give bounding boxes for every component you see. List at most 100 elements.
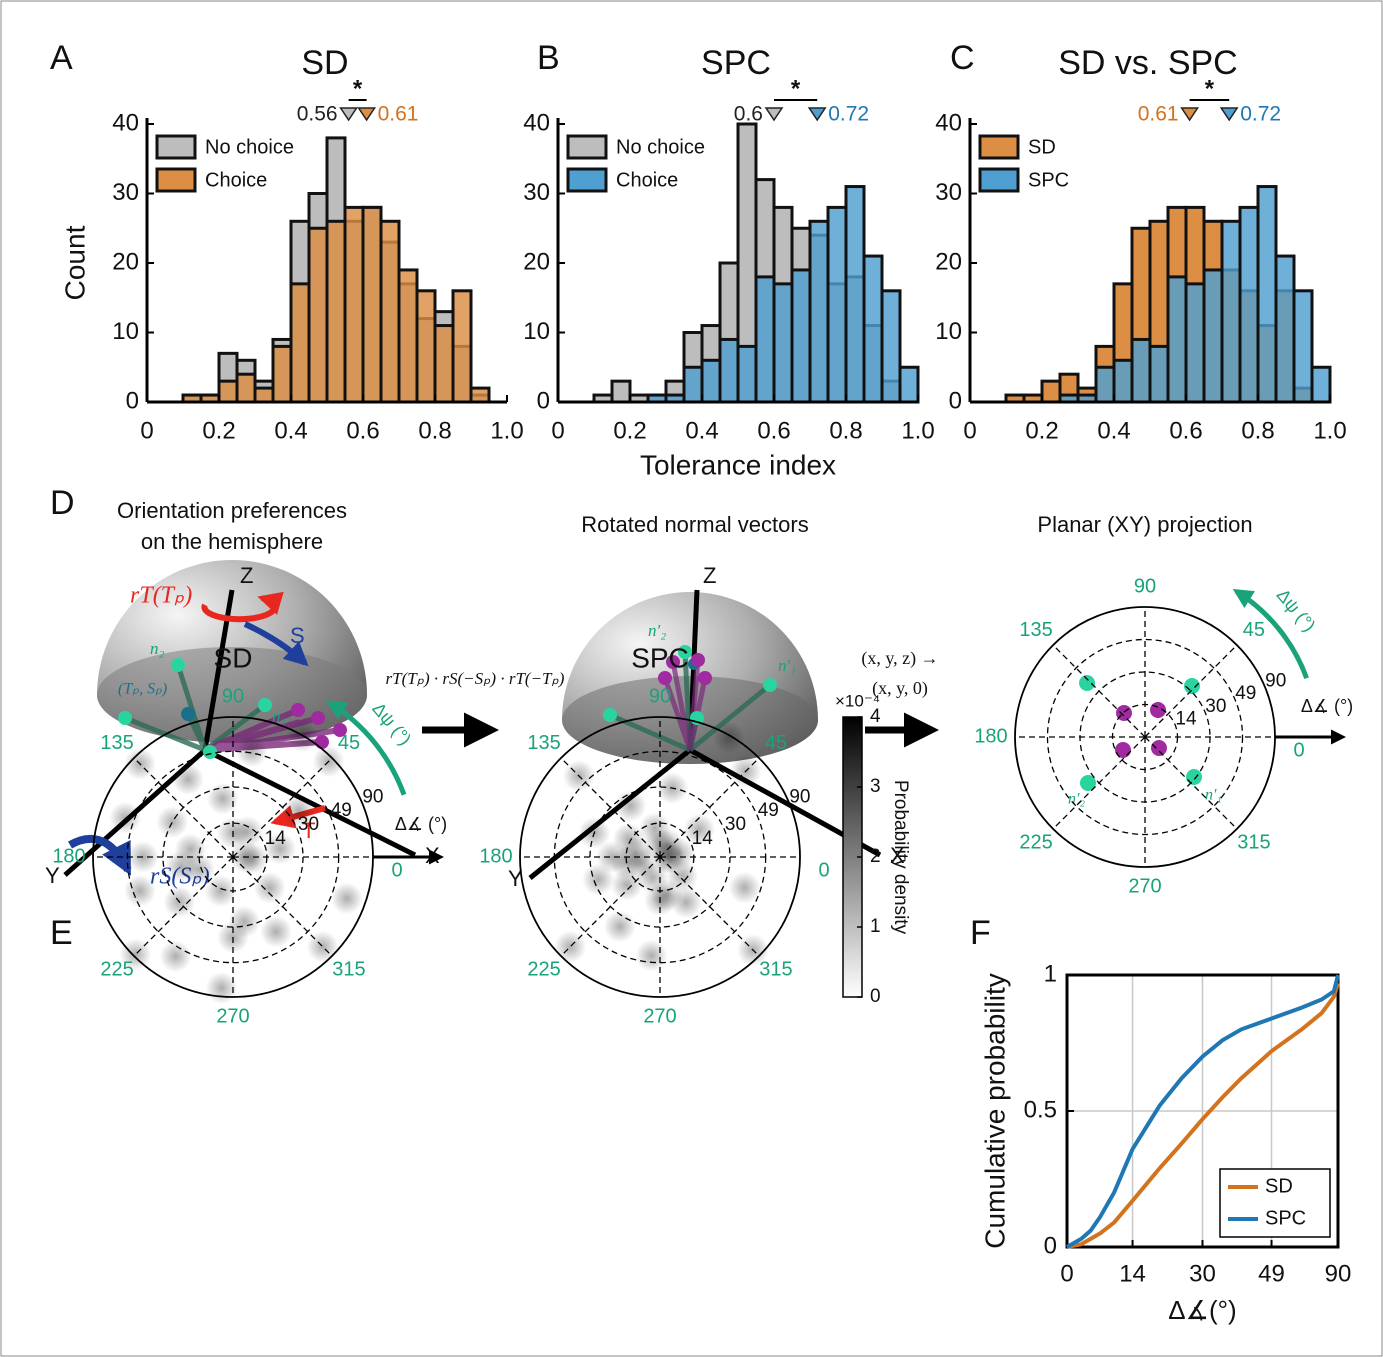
ring bbox=[1079, 671, 1211, 803]
density-blob bbox=[651, 841, 684, 873]
ring bbox=[198, 822, 268, 892]
spoke bbox=[560, 757, 661, 858]
density-blob bbox=[603, 910, 636, 943]
bar bbox=[826, 205, 848, 404]
plot-frame bbox=[1065, 973, 1340, 1249]
bar bbox=[271, 344, 293, 404]
x-tick-label: 0 bbox=[963, 417, 976, 444]
axis-label: Y bbox=[45, 863, 60, 888]
diagram-title: on the hemisphere bbox=[141, 529, 323, 554]
ring bbox=[625, 822, 695, 892]
spoke bbox=[659, 856, 760, 957]
ring bbox=[519, 716, 801, 998]
y-tick-label: 20 bbox=[935, 248, 962, 275]
theta-tick-label: 45 bbox=[765, 732, 787, 754]
bar bbox=[1202, 268, 1224, 404]
density-blob bbox=[614, 789, 647, 822]
mean-marker bbox=[764, 107, 784, 122]
theta-tick-label: 270 bbox=[1128, 875, 1161, 897]
diagram-title: Rotated normal vectors bbox=[581, 512, 808, 537]
panel-label: C bbox=[950, 39, 975, 77]
theta-tick-label: 180 bbox=[974, 725, 1007, 747]
spoke bbox=[560, 856, 661, 957]
diagram-title: Orientation preferences bbox=[117, 498, 347, 523]
vector-label: (Tₚ, Sₚ) bbox=[118, 681, 167, 698]
r-tick-label: 14 bbox=[1175, 709, 1197, 730]
vector-label: n′₂ bbox=[1068, 791, 1086, 808]
x-tick-label: 0.6 bbox=[1169, 417, 1202, 444]
bar bbox=[1292, 289, 1314, 404]
theta-tick-label: 270 bbox=[643, 1005, 676, 1027]
theta-arrow bbox=[326, 700, 407, 796]
bar bbox=[1310, 365, 1332, 404]
theta-tick-label: 180 bbox=[479, 845, 512, 867]
colorbar-tick-label: 2 bbox=[870, 846, 881, 867]
density-blob bbox=[204, 875, 237, 908]
mean-label: 0.61 bbox=[1138, 103, 1179, 126]
x-tick-label: 1.0 bbox=[1313, 417, 1346, 444]
theta-tick-label: 45 bbox=[338, 732, 360, 754]
density-blob bbox=[260, 915, 293, 948]
bar bbox=[253, 386, 275, 404]
ring bbox=[126, 750, 340, 964]
axis-label: Z bbox=[703, 563, 716, 588]
mean-label: 0.72 bbox=[1240, 103, 1281, 126]
bar bbox=[772, 282, 794, 404]
bar bbox=[415, 289, 437, 404]
x-tick-label: 0.8 bbox=[418, 417, 451, 444]
x-tick-label: 0.2 bbox=[202, 417, 235, 444]
spoke bbox=[1144, 644, 1238, 738]
x-axis-label: Δ∡(°) bbox=[1168, 1295, 1236, 1325]
colorbar-tick-label: 1 bbox=[870, 916, 881, 937]
y-tick-label: 10 bbox=[935, 318, 962, 345]
vector-label: n′₁ bbox=[1205, 787, 1222, 804]
bar bbox=[451, 289, 473, 404]
x-tick-label: 1.0 bbox=[490, 417, 523, 444]
line bbox=[1066, 974, 1340, 1249]
theta-tick-label: 135 bbox=[100, 732, 133, 754]
bar bbox=[433, 324, 455, 404]
legend-label: SPC bbox=[1265, 1207, 1306, 1229]
x-tick-label: 0.2 bbox=[1025, 417, 1058, 444]
x-tick-label: 0.4 bbox=[274, 417, 307, 444]
density-blob bbox=[159, 940, 192, 973]
ring bbox=[589, 786, 731, 928]
theta-tick-label: 315 bbox=[759, 958, 792, 980]
panel-label: D bbox=[50, 484, 75, 522]
panel-label: E bbox=[50, 914, 73, 952]
bar bbox=[1166, 275, 1188, 404]
mean-marker bbox=[1219, 107, 1239, 122]
spoke bbox=[133, 757, 234, 858]
theta-tick-label: 90 bbox=[222, 685, 244, 707]
density-blob bbox=[123, 874, 156, 907]
bar bbox=[844, 185, 866, 404]
legend-swatch bbox=[978, 134, 1020, 160]
y-tick-label: 10 bbox=[523, 318, 550, 345]
rotation-label: rT(Tₚ) bbox=[130, 583, 192, 609]
legend-swatch bbox=[566, 167, 608, 193]
bar bbox=[700, 358, 722, 404]
y-tick-label: 1 bbox=[1044, 960, 1057, 987]
bar bbox=[1094, 365, 1116, 404]
bar bbox=[1274, 254, 1296, 404]
spoke bbox=[232, 856, 333, 957]
legend-label: SD bbox=[1028, 136, 1056, 158]
diagram-title: Planar (XY) projection bbox=[1037, 512, 1252, 537]
y-tick-label: 0 bbox=[126, 387, 139, 414]
bar bbox=[754, 275, 776, 404]
axis-label: X bbox=[890, 843, 905, 868]
density-blob bbox=[596, 841, 629, 873]
legend-label: Choice bbox=[616, 169, 678, 191]
theta-tick-label: 180 bbox=[52, 845, 85, 867]
r-tick-label: 30 bbox=[298, 814, 319, 835]
vector-label: n₂ bbox=[150, 639, 165, 658]
bar bbox=[1238, 205, 1260, 404]
bar bbox=[1220, 219, 1242, 404]
r-tick-label: 49 bbox=[1235, 683, 1256, 704]
r-tick-label: 49 bbox=[331, 800, 352, 821]
mean-label: 0.56 bbox=[297, 103, 338, 126]
density-blob bbox=[206, 782, 239, 815]
mean-marker bbox=[357, 107, 377, 122]
r-tick-label: 14 bbox=[265, 828, 287, 849]
theta-tick-label: 135 bbox=[1019, 619, 1052, 641]
